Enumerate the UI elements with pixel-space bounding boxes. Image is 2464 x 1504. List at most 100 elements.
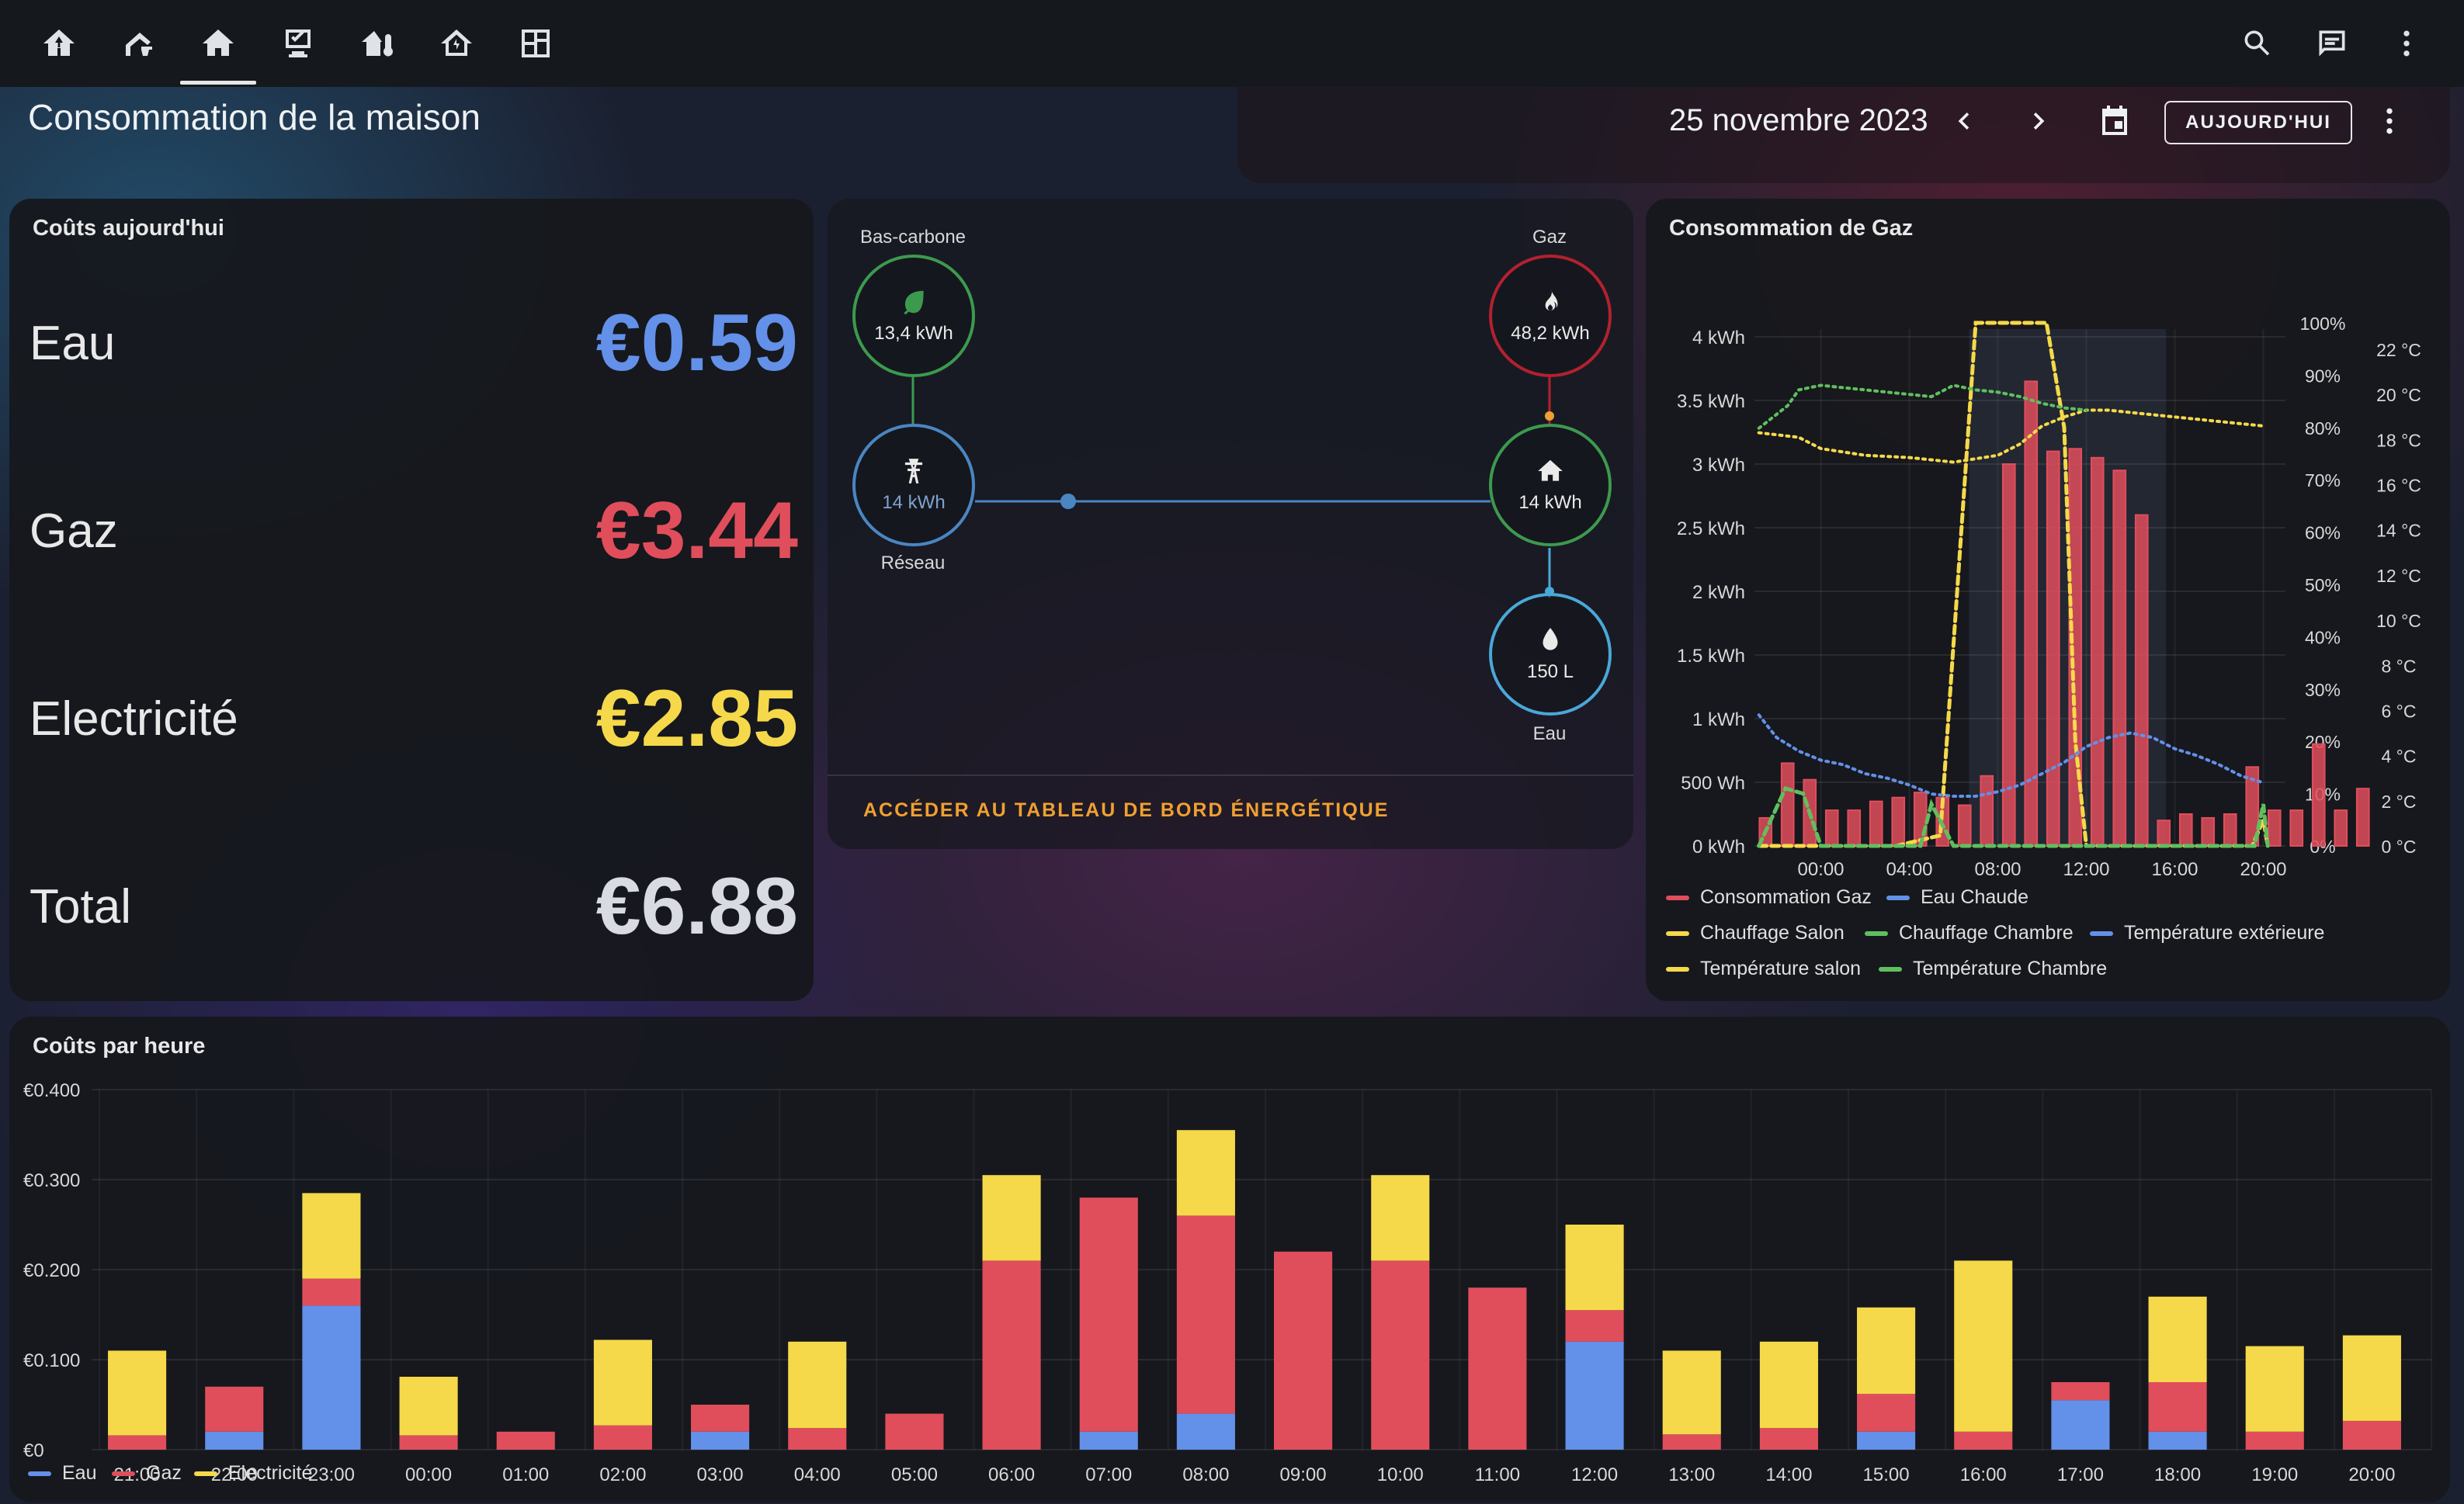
divider — [828, 775, 1633, 776]
x-tick-label: 18:00 — [2154, 1464, 2201, 1482]
grid-node[interactable]: 14 kWh — [852, 424, 975, 546]
chevron-left-icon[interactable] — [1947, 104, 1981, 138]
y-temp-tick-label: 18 °C — [2376, 430, 2421, 450]
y-temp-tick-label: 14 °C — [2376, 521, 2421, 541]
date-label: 25 novembre 2023 — [1669, 103, 1928, 137]
chat-icon[interactable] — [2310, 22, 2354, 65]
x-tick-label: 04:00 — [794, 1464, 841, 1482]
legend-item[interactable]: Chauffage Salon — [1666, 922, 1845, 944]
cost-bar — [2051, 1400, 2110, 1450]
cost-label: Electricité — [29, 691, 238, 746]
fire-icon — [1545, 289, 1558, 311]
legend-item[interactable]: Température Chambre — [1879, 958, 2107, 980]
x-tick-label: 21:00 — [114, 1464, 161, 1482]
y-temp-tick-label: 16 °C — [2376, 476, 2421, 496]
cost-bar — [788, 1428, 847, 1450]
gas-bar — [2201, 816, 2216, 847]
cost-bar — [205, 1431, 264, 1450]
cost-bar — [885, 1413, 944, 1450]
cost-bar — [1565, 1225, 1624, 1311]
cost-bar — [108, 1350, 167, 1436]
x-tick-label: 16:00 — [2151, 859, 2198, 880]
gas-bar — [1980, 775, 1994, 847]
cost-bar — [593, 1339, 652, 1426]
home-icon[interactable] — [196, 22, 240, 65]
node-value: 13,4 kWh — [874, 323, 953, 344]
y-pct-tick-label: 80% — [2305, 418, 2341, 438]
node-value: 14 kWh — [882, 492, 946, 513]
y-pct-tick-label: 90% — [2305, 366, 2341, 386]
legend-item[interactable]: Température salon — [1666, 958, 1861, 980]
cost-row-electricity: Electricité €2.85 — [29, 664, 798, 773]
cost-bar — [2148, 1382, 2207, 1432]
legend-item[interactable]: Eau Chaude — [1886, 886, 2028, 909]
transmission-tower-icon — [904, 459, 923, 483]
y-temp-tick-label: 6 °C — [2382, 701, 2417, 721]
cost-bar — [593, 1425, 652, 1450]
y-temp-tick-label: 12 °C — [2376, 566, 2421, 586]
floor-plan-icon[interactable] — [514, 22, 557, 65]
today-button[interactable]: AUJOURD'HUI — [2164, 101, 2352, 144]
cost-bar — [2051, 1382, 2110, 1401]
x-tick-label: 16:00 — [1960, 1464, 2007, 1482]
water-drop-icon — [1543, 628, 1558, 650]
home-node[interactable]: 14 kWh — [1489, 424, 1612, 546]
gas-node[interactable]: 48,2 kWh — [1489, 255, 1612, 377]
cost-bar — [788, 1341, 847, 1429]
gas-bar — [1957, 804, 1972, 847]
cost-bar — [1371, 1175, 1430, 1261]
cost-label: Total — [29, 879, 131, 934]
legend-swatch — [112, 1471, 135, 1476]
gas-bar — [2178, 813, 2193, 847]
legend-item[interactable]: Température extérieure — [2090, 922, 2324, 944]
gas-bar — [2134, 514, 2149, 847]
x-tick-label: 14:00 — [1765, 1464, 1812, 1482]
legend-item[interactable]: Eau — [28, 1462, 96, 1485]
y-temp-tick-label: 10 °C — [2376, 611, 2421, 631]
cost-bar — [691, 1431, 750, 1450]
low-carbon-node[interactable]: 13,4 kWh — [852, 255, 975, 377]
bell-home-icon[interactable] — [118, 22, 161, 65]
cost-bar — [1954, 1431, 2013, 1450]
home-thermometer-icon[interactable] — [356, 22, 399, 65]
legend-item[interactable]: Consommation Gaz — [1666, 886, 1872, 909]
gas-bar — [2267, 809, 2282, 847]
cost-bar — [1565, 1341, 1624, 1450]
cost-bar — [1857, 1307, 1916, 1395]
hourly-costs-card: Coûts par heure €0 €0.100 €0.200 €0.300 €0.4… — [9, 1017, 2450, 1502]
water-node[interactable]: 150 L — [1489, 593, 1612, 716]
more-vertical-icon[interactable] — [2385, 22, 2428, 65]
x-tick-label: 01:00 — [502, 1464, 549, 1482]
legend-swatch — [1666, 895, 1689, 900]
calendar-icon[interactable] — [2096, 102, 2133, 140]
chevron-right-icon[interactable] — [2022, 104, 2056, 138]
legend-swatch — [1666, 966, 1689, 972]
more-vertical-icon[interactable] — [2372, 104, 2407, 138]
monitor-check-icon[interactable] — [276, 22, 320, 65]
legend-item[interactable]: Electricité — [194, 1462, 312, 1485]
energy-dashboard-link[interactable]: ACCÉDER AU TABLEAU DE BORD ÉNERGÉTIQUE — [863, 799, 1390, 821]
gas-bar — [2289, 809, 2304, 847]
search-icon[interactable] — [2236, 22, 2279, 65]
legend-swatch — [1886, 895, 1910, 900]
cost-bar — [1079, 1431, 1138, 1450]
y-tick-label: €0.100 — [23, 1350, 80, 1371]
gas-bar — [2046, 450, 2060, 847]
legend-swatch — [194, 1471, 217, 1476]
legend-item[interactable]: Gaz — [112, 1462, 182, 1485]
cost-bar — [1176, 1413, 1235, 1450]
cost-label: Eau — [29, 316, 116, 370]
leaf-icon — [904, 290, 924, 315]
cost-bar — [691, 1405, 750, 1432]
cost-bar — [302, 1278, 361, 1306]
y-tick-label: 2.5 kWh — [1677, 518, 1745, 539]
home-lightning-icon[interactable] — [435, 22, 478, 65]
x-tick-label: 00:00 — [405, 1464, 452, 1482]
solar-home-icon[interactable] — [37, 22, 81, 65]
legend-item[interactable]: Chauffage Chambre — [1865, 922, 2074, 944]
gas-bar — [2334, 809, 2348, 847]
gas-bar — [1847, 809, 1862, 847]
cost-bar — [399, 1435, 458, 1450]
x-tick-label: 06:00 — [988, 1464, 1035, 1482]
water-label: Eau — [1532, 723, 1567, 744]
